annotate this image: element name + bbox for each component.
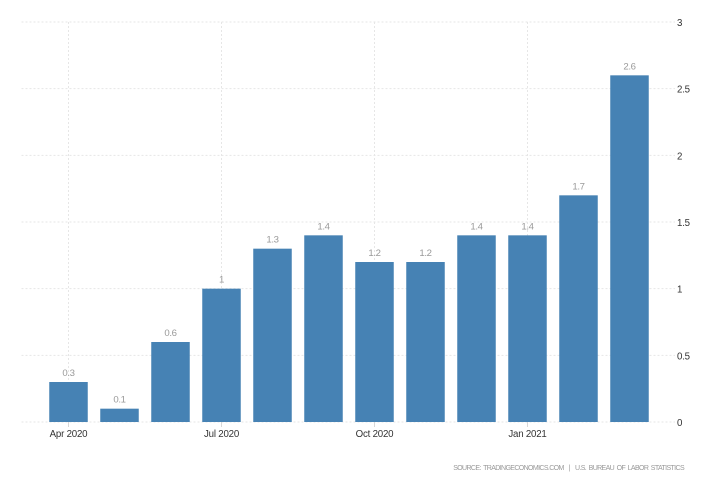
svg-text:1.5: 1.5 bbox=[677, 218, 690, 229]
svg-text:1.4: 1.4 bbox=[317, 221, 330, 232]
svg-text:1.3: 1.3 bbox=[266, 235, 278, 246]
svg-text:0.6: 0.6 bbox=[164, 328, 176, 339]
svg-text:Jan 2021: Jan 2021 bbox=[508, 429, 546, 440]
svg-text:1.4: 1.4 bbox=[521, 221, 534, 232]
svg-text:1.2: 1.2 bbox=[419, 248, 431, 259]
svg-text:1.4: 1.4 bbox=[470, 221, 483, 232]
svg-text:1.7: 1.7 bbox=[572, 181, 584, 192]
svg-text:1: 1 bbox=[677, 285, 682, 296]
svg-text:2.5: 2.5 bbox=[677, 85, 690, 96]
svg-text:2: 2 bbox=[677, 151, 682, 162]
svg-text:0.1: 0.1 bbox=[113, 395, 125, 406]
svg-text:0.5: 0.5 bbox=[677, 351, 690, 362]
svg-text:0.3: 0.3 bbox=[62, 368, 74, 379]
svg-text:1: 1 bbox=[219, 275, 224, 286]
svg-text:SOURCE: TRADINGECONOMICS.COM: SOURCE: TRADINGECONOMICS.COM | U.S. BURE… bbox=[453, 465, 685, 472]
svg-text:0: 0 bbox=[677, 418, 683, 429]
svg-text:1.2: 1.2 bbox=[368, 248, 380, 259]
svg-text:Oct 2020: Oct 2020 bbox=[356, 429, 395, 440]
svg-text:Jul 2020: Jul 2020 bbox=[204, 429, 240, 440]
svg-text:2.6: 2.6 bbox=[623, 61, 635, 72]
svg-text:Apr 2020: Apr 2020 bbox=[50, 429, 89, 440]
svg-text:3: 3 bbox=[677, 18, 682, 29]
